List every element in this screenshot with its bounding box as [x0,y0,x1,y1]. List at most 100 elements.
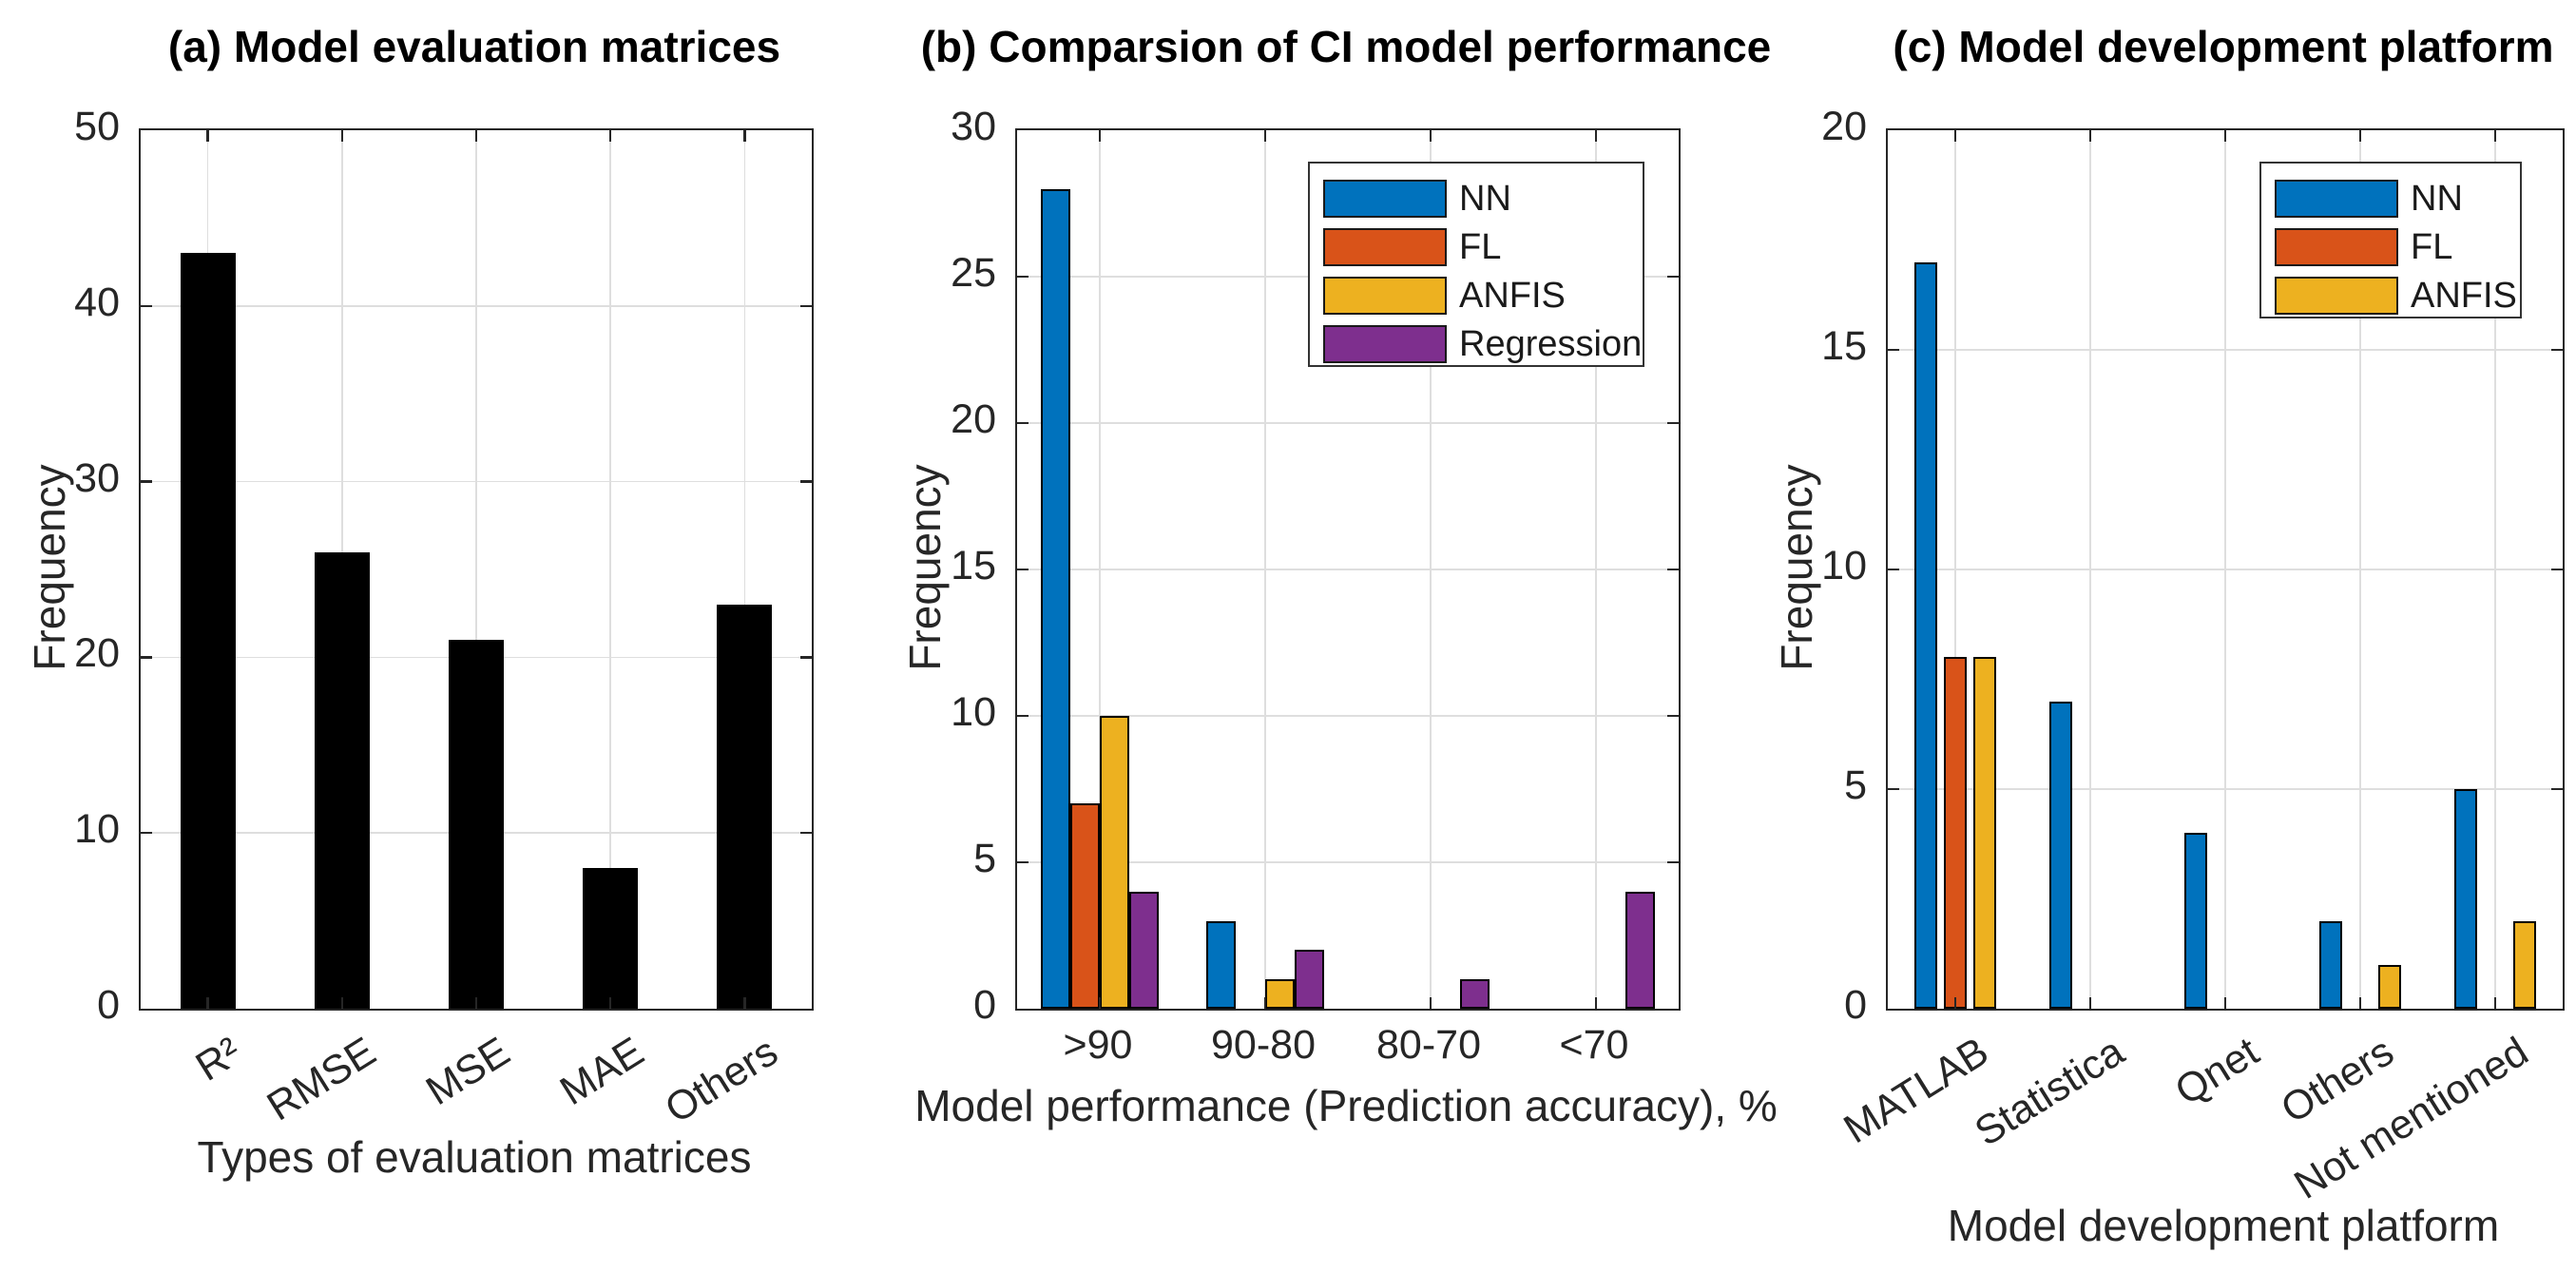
x-tick-mark [206,130,209,142]
legend-entry-regression: Regression [1310,319,1643,368]
panel-c-legend: NN FL ANFIS [2259,162,2522,318]
x-tick-mark [1263,997,1267,1009]
bar-regression->90 [1129,891,1159,1009]
y-tick-mark [800,831,812,835]
legend-entry-fl: FL [1310,222,1643,271]
x-tick-mark [206,997,209,1009]
v-gridline [1264,130,1266,1009]
h-gridline [1017,422,1679,424]
y-tick-mark [141,656,152,659]
bar-R² [180,253,236,1009]
v-gridline [2089,130,2091,1009]
y-tick-mark [1888,348,1899,352]
h-gridline [1017,861,1679,863]
y-tick-mark [1667,714,1679,718]
x-tick-mark [2088,997,2092,1009]
y-tick-mark [1667,860,1679,864]
y-tick-label: 0 [973,982,996,1028]
legend-entry-anfis: ANFIS [2261,271,2520,319]
y-tick-mark [800,656,812,659]
v-gridline [1099,130,1101,1009]
y-tick-mark [1667,275,1679,279]
legend-label: FL [2411,226,2453,267]
panel-a-plot-area [139,128,814,1011]
bar-fl->90 [1070,803,1100,1009]
panel-c-x-axis-label: Model development platform [1947,1201,2500,1250]
x-tick-label: MSE [417,1029,518,1115]
v-gridline [475,130,477,1009]
y-tick-mark [141,831,152,835]
bar-nn-Not mentioned [2454,789,2477,1009]
x-tick-label: MAE [552,1029,652,1115]
x-tick-label: 90-80 [1211,1022,1316,1068]
y-tick-label: 10 [74,806,120,853]
legend-label: NN [2411,178,2463,219]
y-tick-mark [1017,714,1028,718]
y-tick-label: 25 [951,250,996,296]
bar-nn-Statistica [2049,701,2072,1009]
bar-nn-Qnet [2184,833,2207,1009]
bar-nn-MATLAB [1914,261,1937,1009]
legend-entry-nn: NN [1310,174,1643,222]
x-tick-mark [2358,997,2362,1009]
nn-color-swatch [1323,179,1447,218]
x-tick-mark [340,130,344,142]
y-tick-mark [1667,421,1679,425]
y-tick-label: 15 [951,543,996,588]
y-tick-mark [800,480,812,483]
panel-b-legend: NN FL ANFIS Regression [1308,162,1644,367]
y-tick-mark [1017,860,1028,864]
bar-anfis-MATLAB [1973,657,1996,1009]
v-gridline [1430,130,1432,1009]
bar-MAE [583,868,639,1009]
bar-regression-<70 [1625,891,1655,1009]
x-tick-mark [743,997,746,1009]
panel-a-title: (a) Model evaluation matrices [167,22,781,71]
v-gridline [1954,130,1956,1009]
bar-anfis-Others [2378,964,2401,1009]
v-gridline [743,130,746,1009]
x-tick-mark [474,130,478,142]
y-tick-mark [141,480,152,483]
y-tick-label: 50 [74,104,120,149]
fl-color-swatch [1323,227,1447,266]
bar-Others [717,604,773,1009]
x-tick-label: <70 [1559,1022,1629,1068]
y-tick-label: 5 [1844,762,1867,808]
h-gridline [1017,569,1679,570]
x-tick-mark [1429,130,1432,142]
y-tick-mark [1888,568,1899,571]
bar-anfis-Not mentioned [2513,920,2536,1009]
legend-entry-fl: FL [2261,222,2520,271]
nn-color-swatch [2275,179,2398,218]
legend-label: ANFIS [2411,275,2517,316]
y-tick-label: 20 [951,396,996,442]
fl-color-swatch [2275,227,2398,266]
h-gridline [1017,715,1679,717]
x-tick-label: 80-70 [1376,1022,1481,1068]
panel-c-title: (c) Model development platform [1893,22,2554,71]
bar-regression-90-80 [1295,950,1324,1009]
panel-b-x-axis-label: Model performance (Prediction accuracy),… [914,1081,1778,1130]
y-tick-label: 10 [951,689,996,735]
bar-RMSE [314,551,370,1009]
y-tick-mark [1888,787,1899,791]
bar-nn->90 [1041,188,1070,1009]
x-tick-mark [2223,997,2227,1009]
x-tick-mark [2223,130,2227,142]
legend-label: Regression [1459,323,1643,364]
x-tick-mark [340,997,344,1009]
x-tick-mark [608,130,612,142]
x-tick-mark [1429,997,1432,1009]
x-tick-mark [743,130,746,142]
x-tick-mark [2088,130,2092,142]
y-tick-mark [2551,568,2563,571]
x-tick-mark [608,997,612,1009]
y-tick-mark [800,304,812,308]
y-tick-label: 20 [1821,104,1867,149]
v-gridline [2224,130,2226,1009]
x-tick-label: RMSE [259,1029,384,1130]
legend-label: NN [1459,178,1511,219]
bar-nn-90-80 [1206,920,1236,1009]
